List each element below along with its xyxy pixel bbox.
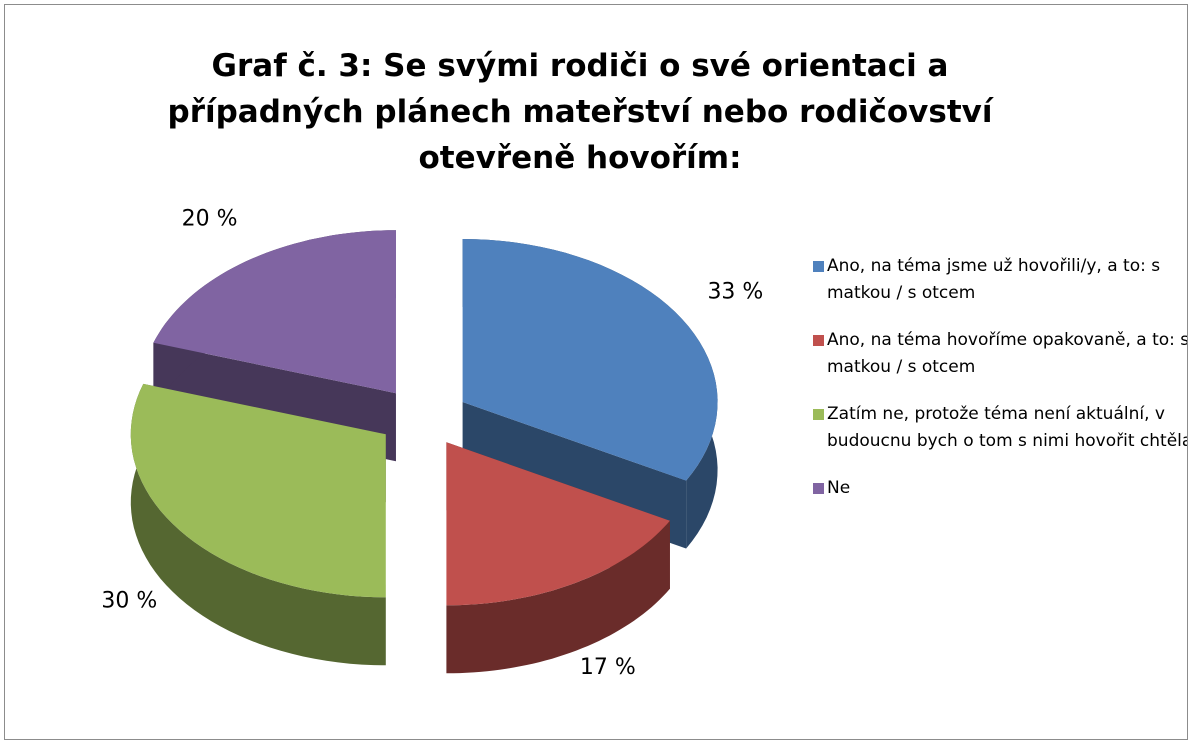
legend-label: Zatím ne, protože téma není aktuální, v … <box>827 404 1188 451</box>
legend-label: Ne <box>827 478 851 498</box>
slice <box>153 230 396 394</box>
legend-label: Ano, na téma jsme už hovořili/y, a to: s… <box>827 256 1161 303</box>
chart: 33 % 17 % 30 % 20 % Graf č. 3: Se svými rod… <box>4 4 1188 740</box>
legend-swatch <box>813 409 824 420</box>
legend-item: Zatím ne, protože téma není aktuální, v … <box>813 401 1188 455</box>
legend-swatch <box>813 483 824 494</box>
slice <box>130 383 386 598</box>
legend-item: Ano, na téma hovoříme opakovaně, a to: s… <box>813 327 1188 381</box>
data-label: 30 % <box>101 589 157 614</box>
data-label: 20 % <box>182 206 238 231</box>
slice <box>462 239 718 481</box>
legend-label: Ano, na téma hovoříme opakovaně, a to: s… <box>827 330 1188 377</box>
legend: Ano, na téma jsme už hovořili/y, a to: s… <box>813 253 1188 522</box>
legend-item: Ne <box>813 475 1187 502</box>
legend-item: Ano, na téma jsme už hovořili/y, a to: s… <box>813 253 1187 307</box>
legend-swatch <box>813 335 824 346</box>
chart-title: Graf č. 3: Se svými rodiči o své orienta… <box>167 48 993 176</box>
data-label: 17 % <box>580 655 636 680</box>
pie-plot: 33 % 17 % 30 % 20 % <box>101 206 763 680</box>
slice-side <box>130 383 386 666</box>
legend-swatch <box>813 261 824 272</box>
slice <box>446 442 670 606</box>
data-label: 33 % <box>707 280 763 305</box>
slice-side <box>446 520 670 674</box>
